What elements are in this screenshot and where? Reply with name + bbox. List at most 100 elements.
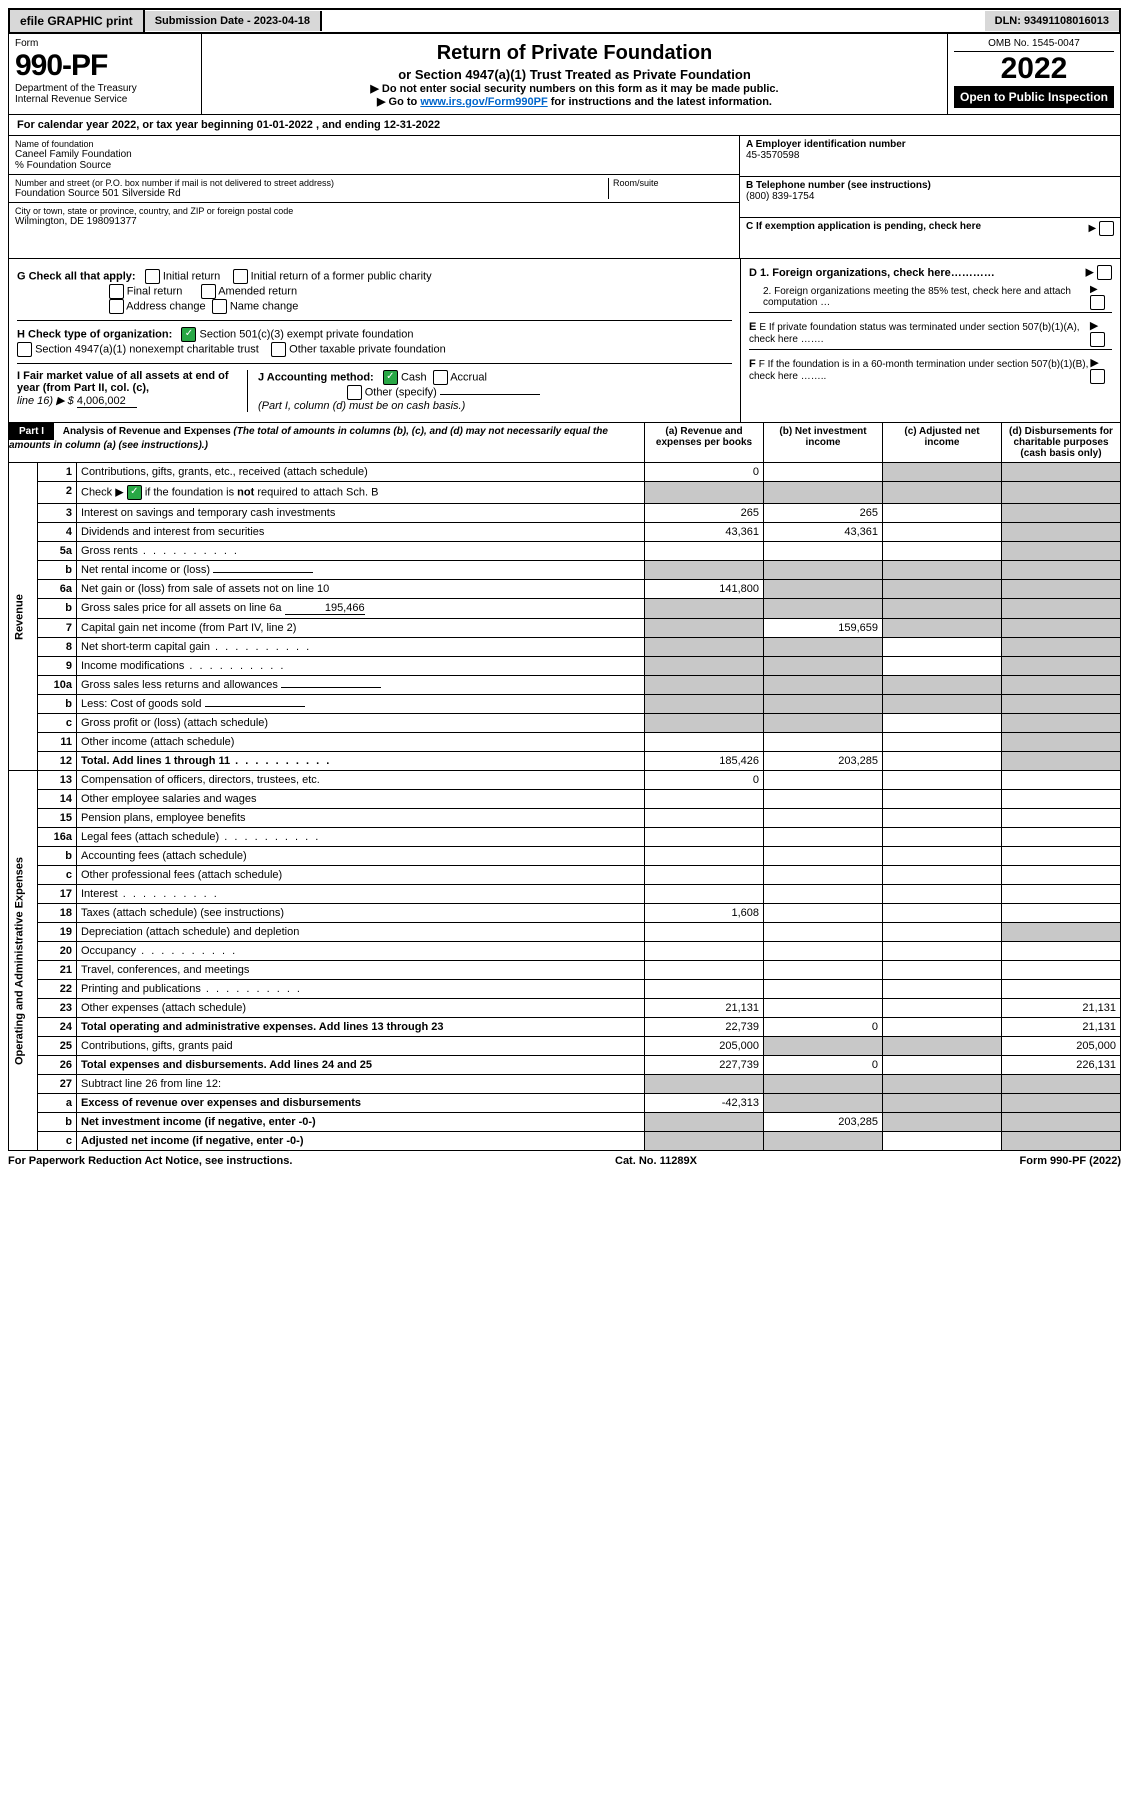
amount-cell — [645, 942, 764, 961]
line-description: Check ▶ if the foundation is not require… — [77, 482, 645, 504]
table-row: 5aGross rents — [9, 542, 1121, 561]
e-checkbox[interactable] — [1090, 332, 1105, 347]
amount-cell — [645, 1113, 764, 1132]
h-4947-checkbox[interactable] — [17, 342, 32, 357]
table-row: 4Dividends and interest from securities4… — [9, 523, 1121, 542]
schb-checkbox[interactable] — [127, 485, 142, 500]
table-row: 21Travel, conferences, and meetings — [9, 961, 1121, 980]
amount-cell — [883, 657, 1002, 676]
amount-cell — [764, 1037, 883, 1056]
line-description: Travel, conferences, and meetings — [77, 961, 645, 980]
c-label: C If exemption application is pending, c… — [746, 221, 981, 232]
ein: 45-3570598 — [746, 150, 1114, 161]
table-row: aExcess of revenue over expenses and dis… — [9, 1094, 1121, 1113]
amount-cell — [1002, 1075, 1121, 1094]
j-accrual-checkbox[interactable] — [433, 370, 448, 385]
amount-cell — [883, 733, 1002, 752]
form-header: Form 990-PF Department of the Treasury I… — [8, 34, 1121, 115]
line-description: Other employee salaries and wages — [77, 790, 645, 809]
line-number: 10a — [38, 676, 77, 695]
g-addr-checkbox[interactable] — [109, 299, 124, 314]
line-number: c — [38, 1132, 77, 1151]
line-number: c — [38, 714, 77, 733]
amount-cell — [1002, 942, 1121, 961]
efile-print-button[interactable]: efile GRAPHIC print — [10, 10, 145, 32]
line-number: 23 — [38, 999, 77, 1018]
g-final-checkbox[interactable] — [109, 284, 124, 299]
line-description: Gross profit or (loss) (attach schedule) — [77, 714, 645, 733]
line-number: 19 — [38, 923, 77, 942]
d2: 2. Foreign organizations meeting the 85%… — [749, 286, 1090, 308]
line-number: 8 — [38, 638, 77, 657]
amount-cell — [645, 847, 764, 866]
amount-cell — [764, 961, 883, 980]
table-row: Revenue1Contributions, gifts, grants, et… — [9, 463, 1121, 482]
amount-cell — [764, 542, 883, 561]
amount-cell — [645, 657, 764, 676]
table-row: bNet rental income or (loss) — [9, 561, 1121, 580]
table-row: 9Income modifications — [9, 657, 1121, 676]
line-description: Gross rents — [77, 542, 645, 561]
table-row: 25Contributions, gifts, grants paid205,0… — [9, 1037, 1121, 1056]
amount-cell — [883, 714, 1002, 733]
line-number: 4 — [38, 523, 77, 542]
line-number: 26 — [38, 1056, 77, 1075]
c-checkbox[interactable] — [1099, 221, 1114, 236]
amount-cell: 203,285 — [764, 1113, 883, 1132]
pct-source: % Foundation Source — [15, 160, 733, 171]
amount-cell — [1002, 923, 1121, 942]
f-checkbox[interactable] — [1090, 369, 1105, 384]
form-subtitle: or Section 4947(a)(1) Trust Treated as P… — [208, 67, 941, 82]
open-public: Open to Public Inspection — [954, 86, 1114, 108]
g-addr: Address change — [126, 300, 206, 312]
h-other-checkbox[interactable] — [271, 342, 286, 357]
line-number: 27 — [38, 1075, 77, 1094]
col-c: (c) Adjusted net income — [883, 423, 1002, 463]
line-number: 5a — [38, 542, 77, 561]
amount-cell — [1002, 1113, 1121, 1132]
line-number: a — [38, 1094, 77, 1113]
h-501c3-checkbox[interactable] — [181, 327, 196, 342]
line-number: 11 — [38, 733, 77, 752]
line-description: Excess of revenue over expenses and disb… — [77, 1094, 645, 1113]
g-initial-former-checkbox[interactable] — [233, 269, 248, 284]
table-row: 15Pension plans, employee benefits — [9, 809, 1121, 828]
j-other-checkbox[interactable] — [347, 385, 362, 400]
amount-cell: 43,361 — [645, 523, 764, 542]
footer-left: For Paperwork Reduction Act Notice, see … — [8, 1155, 292, 1167]
f-label: F If the foundation is in a 60-month ter… — [749, 359, 1088, 382]
h-opt2: Section 4947(a)(1) nonexempt charitable … — [35, 343, 259, 355]
part1-title: Analysis of Revenue and Expenses — [63, 426, 231, 437]
amount-cell — [883, 1132, 1002, 1151]
col-d: (d) Disbursements for charitable purpose… — [1002, 423, 1121, 463]
amount-cell — [1002, 904, 1121, 923]
line-description: Occupancy — [77, 942, 645, 961]
amount-cell — [645, 599, 764, 619]
addr-label: Number and street (or P.O. box number if… — [15, 178, 608, 188]
amount-cell — [645, 695, 764, 714]
g-final: Final return — [127, 285, 183, 297]
amount-cell: 22,739 — [645, 1018, 764, 1037]
amount-cell — [764, 638, 883, 657]
h-label: H Check type of organization: — [17, 328, 172, 340]
amount-cell: 141,800 — [645, 580, 764, 599]
d2-checkbox[interactable] — [1090, 295, 1105, 310]
amount-cell — [645, 619, 764, 638]
g-name-checkbox[interactable] — [212, 299, 227, 314]
j-accrual: Accrual — [450, 371, 487, 383]
amount-cell: 21,131 — [1002, 999, 1121, 1018]
amount-cell — [1002, 866, 1121, 885]
revenue-section-label: Revenue — [9, 463, 38, 771]
g-amended-checkbox[interactable] — [201, 284, 216, 299]
amount-cell — [764, 657, 883, 676]
line-number: 13 — [38, 771, 77, 790]
form990pf-link[interactable]: www.irs.gov/Form990PF — [420, 96, 547, 108]
amount-cell — [883, 1056, 1002, 1075]
g-initial-checkbox[interactable] — [145, 269, 160, 284]
note2-pre: ▶ Go to — [377, 96, 420, 108]
table-row: 19Depreciation (attach schedule) and dep… — [9, 923, 1121, 942]
amount-cell — [1002, 599, 1121, 619]
d1-checkbox[interactable] — [1097, 265, 1112, 280]
foundation-name: Caneel Family Foundation — [15, 149, 733, 160]
j-cash-checkbox[interactable] — [383, 370, 398, 385]
